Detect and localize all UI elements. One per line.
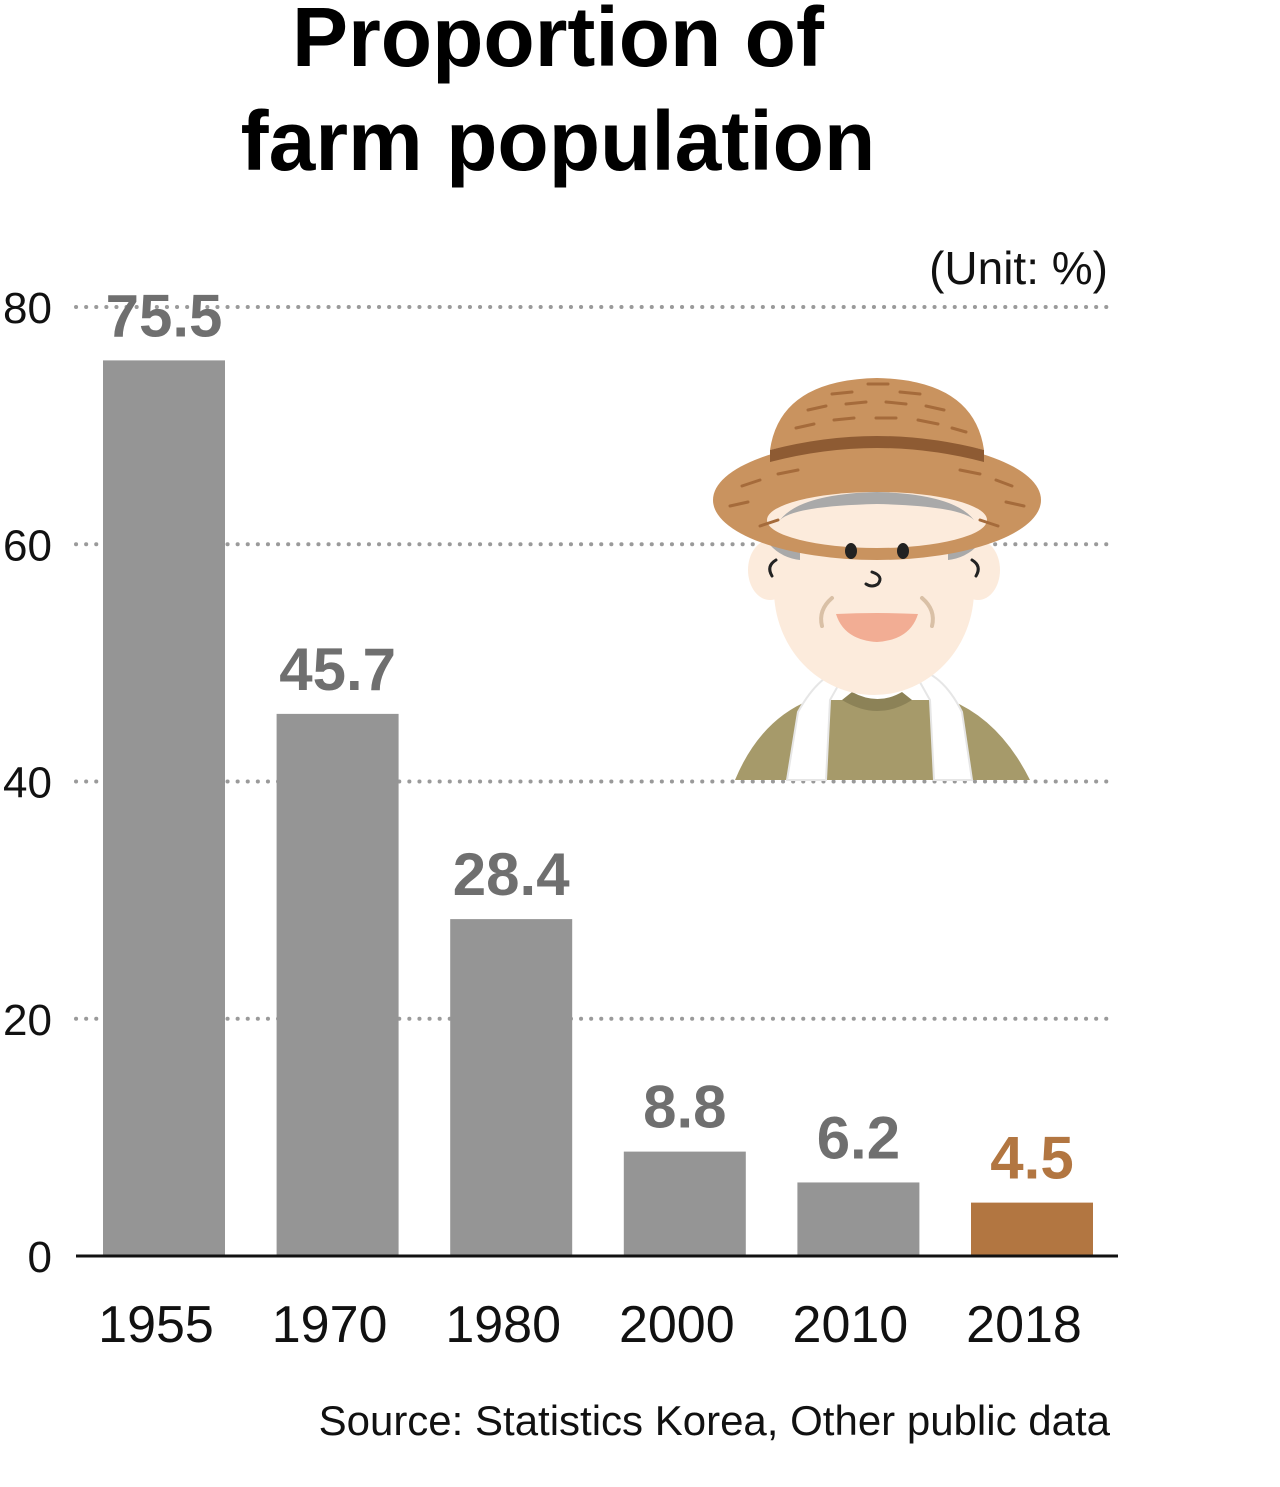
unit-note: (Unit: %) <box>929 242 1108 294</box>
bar-1970 <box>276 713 399 1256</box>
data-label-1980: 28.4 <box>453 841 570 908</box>
x-tick-label-1980: 1980 <box>445 1296 561 1354</box>
chart-title-line-2: farm population <box>241 94 876 188</box>
x-axis-ticks: 1955 1970 1980 2000 2010 2018 <box>98 1296 1082 1354</box>
bars <box>103 360 1093 1257</box>
bar-2018 <box>971 1202 1093 1256</box>
data-labels: 75.5 45.7 28.4 8.8 6.2 4.5 <box>106 282 1074 1191</box>
x-tick-label-1970: 1970 <box>272 1296 388 1354</box>
x-tick-label-2010: 2010 <box>793 1296 909 1354</box>
bar-2010 <box>797 1182 920 1256</box>
data-label-2018: 4.5 <box>990 1125 1073 1192</box>
bar-1955 <box>103 360 225 1257</box>
y-tick-label: 40 <box>3 759 52 808</box>
data-label-2000: 8.8 <box>643 1074 726 1141</box>
bar-2000 <box>623 1151 746 1256</box>
farmer-icon <box>713 378 1041 781</box>
data-label-1955: 75.5 <box>106 282 223 349</box>
bar-1980 <box>450 919 573 1256</box>
x-tick-label-2018: 2018 <box>966 1296 1082 1354</box>
source-note: Source: Statistics Korea, Other public d… <box>319 1397 1111 1444</box>
y-tick-label: 0 <box>28 1233 52 1282</box>
data-label-1970: 45.7 <box>279 636 396 703</box>
x-tick-label-1955: 1955 <box>98 1296 214 1354</box>
y-tick-label: 60 <box>3 521 52 570</box>
data-label-2010: 6.2 <box>817 1104 900 1171</box>
gridlines <box>74 305 1110 1021</box>
y-tick-label: 80 <box>3 284 52 333</box>
chart-title-line-1: Proportion of <box>292 0 825 84</box>
x-tick-label-2000: 2000 <box>619 1296 735 1354</box>
y-axis-ticks: 0 20 40 60 80 <box>3 284 52 1282</box>
y-tick-label: 20 <box>3 996 52 1045</box>
